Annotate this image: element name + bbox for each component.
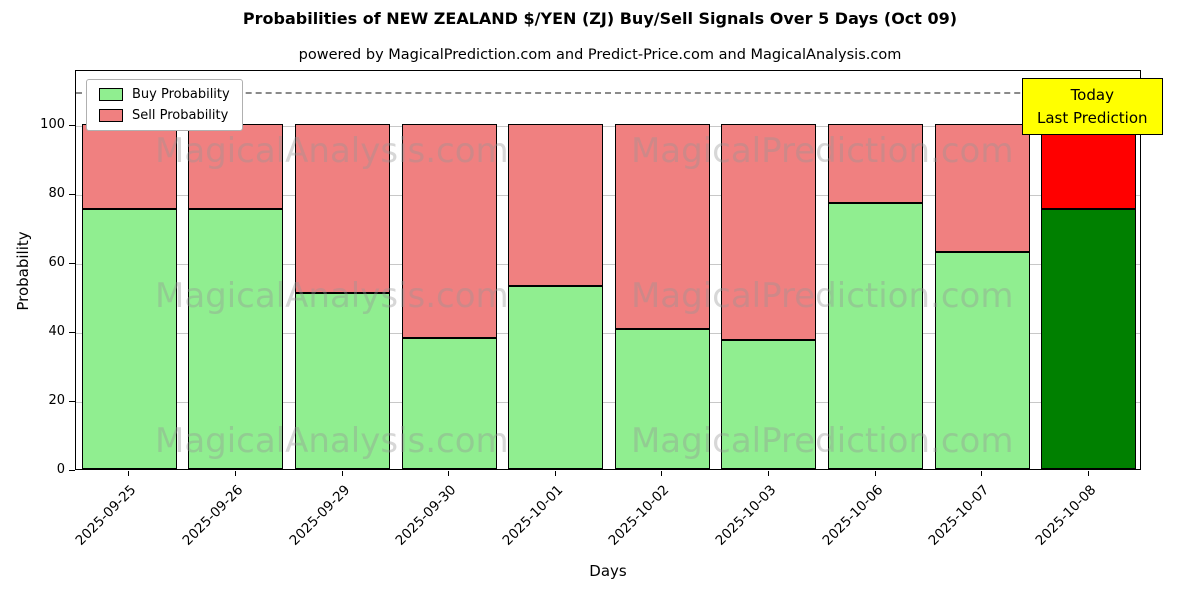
bar-segment-sell	[188, 124, 284, 209]
bar-segment-sell	[721, 124, 817, 340]
x-tick-mark	[341, 471, 343, 476]
bar-segment-buy	[1041, 208, 1137, 469]
x-tick-label: 2025-10-07	[925, 482, 993, 549]
y-tick-mark	[69, 263, 75, 265]
bar-segment-buy	[614, 329, 710, 469]
x-tick-label: 2025-09-29	[286, 482, 353, 549]
x-tick-label: 2025-10-01	[499, 482, 567, 549]
annotation-line-2: Last Prediction	[1037, 108, 1148, 127]
y-tick-label: 80	[48, 186, 65, 202]
x-tick-label: 2025-09-30	[392, 482, 460, 549]
bar-segment-sell	[295, 124, 390, 294]
bar-segment-buy	[828, 203, 923, 469]
x-tick-label: 2025-10-03	[712, 482, 780, 549]
y-tick-mark	[69, 470, 75, 471]
x-tick-label: 2025-09-25	[72, 482, 140, 549]
x-tick-mark	[128, 471, 130, 476]
bar-segment-buy	[188, 208, 284, 469]
bar-segment-sell	[81, 124, 177, 209]
bar-segment-buy	[934, 251, 1030, 469]
bar-segment-sell	[934, 124, 1030, 252]
bar-segment-sell	[614, 124, 710, 330]
y-tick-label: 40	[48, 324, 65, 340]
legend-label-buy: Buy Probability	[132, 87, 230, 102]
y-tick-label: 0	[56, 462, 65, 477]
gridline	[76, 333, 1140, 335]
x-tick-mark	[554, 471, 556, 476]
gridline	[76, 126, 1140, 128]
chart-title: Probabilities of NEW ZEALAND $/YEN (ZJ) …	[242, 9, 958, 28]
y-tick-mark	[69, 194, 75, 196]
gridline	[76, 264, 1140, 266]
bar-segment-buy	[81, 208, 177, 469]
bar-segment-buy	[401, 337, 497, 469]
bar-segment-sell	[401, 124, 497, 338]
y-axis-label: Probability	[14, 231, 32, 311]
bar-segment-sell	[1041, 124, 1137, 209]
x-axis-label: Days	[589, 562, 627, 580]
bar-segment-sell	[508, 124, 604, 287]
x-tick-label: 2025-10-06	[819, 482, 886, 549]
y-tick-mark	[69, 125, 75, 127]
legend-swatch-sell	[99, 109, 123, 122]
x-tick-label: 2025-09-26	[179, 482, 247, 549]
legend-item-sell: Sell Probability	[99, 108, 230, 123]
legend-label-sell: Sell Probability	[132, 108, 229, 123]
legend-item-buy: Buy Probability	[99, 87, 230, 102]
legend-swatch-buy	[99, 88, 123, 101]
dashed-reference-line	[76, 91, 1140, 94]
annotation-line-1: Today	[1070, 86, 1114, 104]
x-tick-label: 2025-10-08	[1032, 482, 1100, 549]
bar-segment-buy	[295, 293, 390, 469]
x-tick-mark	[234, 471, 236, 476]
y-tick-mark	[69, 332, 75, 334]
y-tick-mark	[69, 401, 75, 403]
x-tick-mark	[874, 471, 876, 476]
y-tick-label: 60	[48, 255, 65, 271]
bar-segment-buy	[721, 339, 817, 469]
y-tick-label: 100	[40, 117, 65, 133]
bar-segment-sell	[828, 124, 923, 204]
chart-subtitle: powered by MagicalPrediction.com and Pre…	[298, 47, 902, 63]
x-tick-mark	[767, 471, 769, 476]
bar-segment-buy	[508, 286, 604, 469]
x-tick-label: 2025-10-02	[605, 482, 673, 549]
x-tick-mark	[981, 471, 983, 476]
gridline	[76, 402, 1140, 404]
y-tick-label: 20	[48, 393, 65, 409]
x-tick-mark	[448, 471, 450, 476]
today-annotation: Today Last Prediction	[1022, 78, 1163, 135]
plot-area: Buy Probability Sell Probability Magical…	[75, 70, 1141, 470]
x-tick-mark	[661, 471, 663, 476]
legend: Buy Probability Sell Probability	[86, 79, 243, 131]
gridline	[76, 195, 1140, 197]
x-tick-mark	[1087, 471, 1089, 476]
